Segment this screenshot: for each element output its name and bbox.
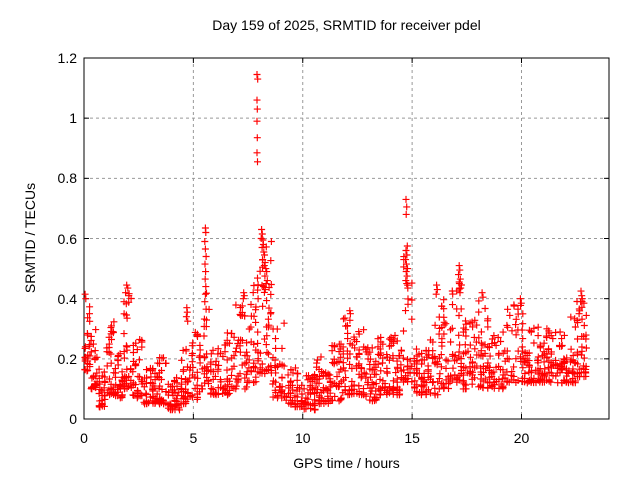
- y-tick-label: 0.6: [57, 230, 77, 247]
- y-tick-label: 0: [69, 411, 77, 427]
- y-tick-label: 0.8: [57, 170, 77, 187]
- x-tick-label: 20: [513, 430, 530, 446]
- x-axis-label: GPS time / hours: [293, 455, 400, 471]
- y-tick-label: 1.2: [57, 50, 77, 66]
- y-tick-label: 0.4: [57, 290, 77, 307]
- x-tick-label: 5: [189, 430, 198, 446]
- chart-title: Day 159 of 2025, SRMTID for receiver pde…: [212, 17, 481, 33]
- x-tick-label: 15: [404, 430, 420, 446]
- y-tick-label: 1: [69, 110, 77, 127]
- x-tick-label: 10: [294, 430, 311, 446]
- y-tick-label: 0.2: [57, 350, 77, 367]
- x-tick-label: 0: [80, 430, 88, 446]
- y-axis-label: SRMTID / TECUs: [22, 182, 38, 294]
- scatter-points: [81, 71, 590, 414]
- plot-border: [83, 57, 610, 420]
